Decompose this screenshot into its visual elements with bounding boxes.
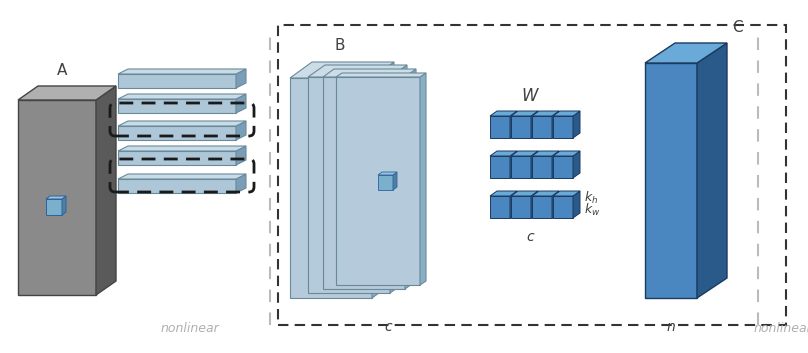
Polygon shape — [390, 65, 407, 293]
Polygon shape — [553, 151, 580, 156]
Polygon shape — [290, 62, 394, 78]
Polygon shape — [405, 69, 416, 289]
Polygon shape — [510, 111, 517, 138]
Polygon shape — [236, 69, 246, 88]
Polygon shape — [118, 174, 246, 179]
Polygon shape — [490, 116, 510, 138]
Polygon shape — [118, 69, 246, 74]
Polygon shape — [118, 99, 236, 113]
Polygon shape — [531, 191, 538, 218]
Polygon shape — [553, 111, 580, 116]
Polygon shape — [532, 116, 552, 138]
Polygon shape — [236, 94, 246, 113]
Polygon shape — [553, 191, 580, 196]
Polygon shape — [18, 100, 96, 295]
Text: W: W — [522, 87, 538, 105]
Polygon shape — [553, 196, 573, 218]
Polygon shape — [532, 196, 552, 218]
Polygon shape — [62, 196, 66, 215]
Text: nonlinear: nonlinear — [754, 322, 808, 335]
Polygon shape — [697, 43, 727, 298]
Polygon shape — [645, 43, 727, 63]
Polygon shape — [118, 121, 246, 126]
Polygon shape — [18, 86, 116, 100]
Polygon shape — [323, 77, 405, 289]
Polygon shape — [118, 74, 236, 88]
Polygon shape — [531, 111, 538, 138]
Polygon shape — [336, 73, 426, 77]
Polygon shape — [236, 174, 246, 193]
Polygon shape — [46, 196, 66, 199]
Polygon shape — [393, 172, 397, 190]
Polygon shape — [573, 111, 580, 138]
Text: $k_w$: $k_w$ — [584, 202, 600, 218]
Polygon shape — [118, 146, 246, 151]
Polygon shape — [532, 151, 559, 156]
Polygon shape — [490, 156, 510, 178]
Polygon shape — [118, 94, 246, 99]
Text: B: B — [335, 38, 345, 53]
Polygon shape — [573, 151, 580, 178]
Polygon shape — [490, 151, 517, 156]
Polygon shape — [552, 191, 559, 218]
Polygon shape — [511, 111, 538, 116]
Text: nonlinear: nonlinear — [161, 322, 220, 335]
Polygon shape — [323, 69, 416, 77]
Polygon shape — [118, 179, 236, 193]
Polygon shape — [532, 156, 552, 178]
Polygon shape — [378, 172, 397, 175]
Polygon shape — [308, 65, 407, 77]
Polygon shape — [511, 151, 538, 156]
Text: c: c — [526, 230, 534, 244]
Polygon shape — [552, 151, 559, 178]
Polygon shape — [532, 111, 559, 116]
Polygon shape — [511, 191, 538, 196]
Polygon shape — [236, 121, 246, 140]
Polygon shape — [531, 151, 538, 178]
Polygon shape — [290, 78, 372, 298]
Polygon shape — [490, 196, 510, 218]
Polygon shape — [510, 151, 517, 178]
Polygon shape — [378, 175, 393, 190]
Text: n: n — [667, 320, 675, 334]
Polygon shape — [510, 191, 517, 218]
Polygon shape — [96, 86, 116, 295]
Text: $k_h$: $k_h$ — [584, 190, 598, 206]
Text: c: c — [384, 320, 392, 334]
Polygon shape — [553, 156, 573, 178]
Polygon shape — [553, 116, 573, 138]
Polygon shape — [552, 111, 559, 138]
Polygon shape — [336, 77, 420, 285]
Polygon shape — [490, 111, 517, 116]
Polygon shape — [420, 73, 426, 285]
Polygon shape — [573, 191, 580, 218]
Polygon shape — [372, 62, 394, 298]
Text: A: A — [57, 63, 67, 78]
Polygon shape — [118, 151, 236, 165]
Polygon shape — [236, 146, 246, 165]
Polygon shape — [490, 191, 517, 196]
Text: C: C — [732, 20, 743, 35]
Polygon shape — [532, 191, 559, 196]
Polygon shape — [511, 156, 531, 178]
Polygon shape — [511, 196, 531, 218]
Polygon shape — [46, 199, 62, 215]
Polygon shape — [308, 77, 390, 293]
Polygon shape — [645, 63, 697, 298]
Polygon shape — [511, 116, 531, 138]
Polygon shape — [118, 126, 236, 140]
